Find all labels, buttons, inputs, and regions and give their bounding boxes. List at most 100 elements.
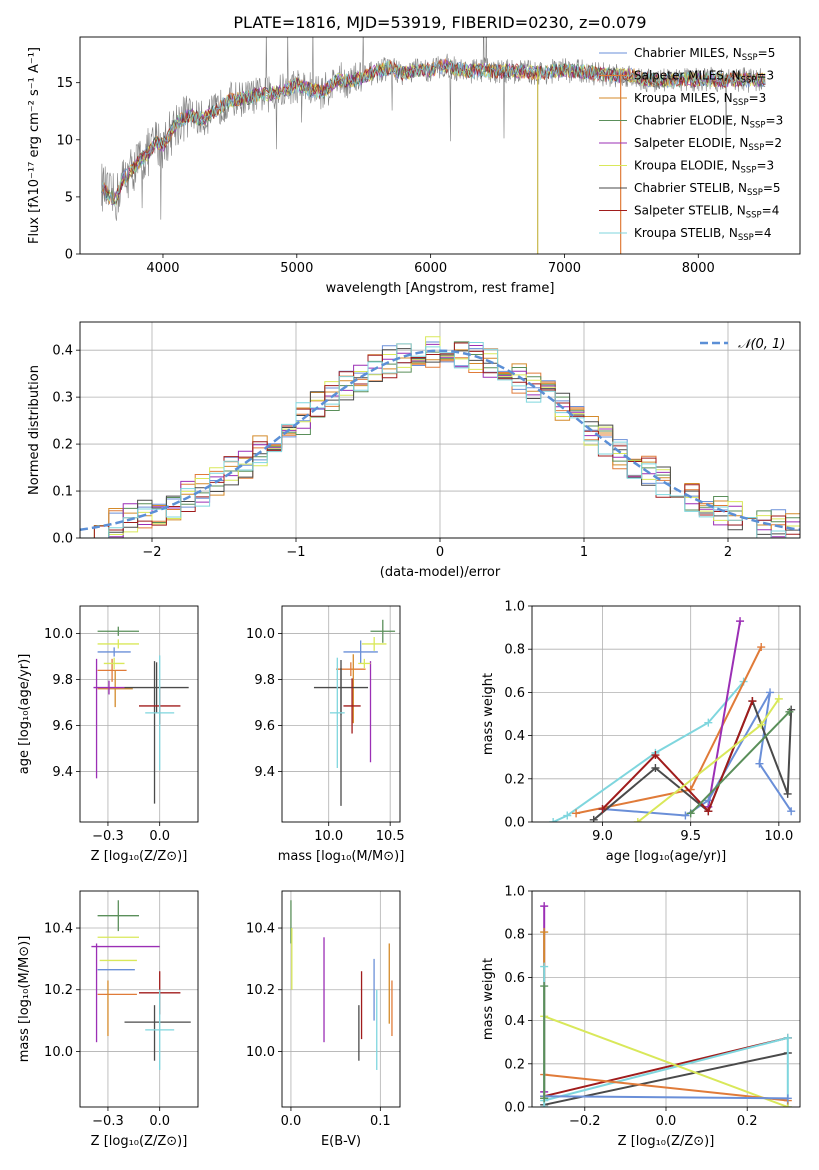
mass-weight-marker [549,818,558,822]
x-axis-label: age [log₁₀(age/yr)] [606,849,727,864]
axes-frame [531,605,801,823]
y-tick-label: 0.4 [52,344,73,359]
mass-weight-marker [774,694,783,703]
mass-weight-marker [563,811,572,820]
mass-weight-marker [540,1094,549,1103]
plot-area-residuals [80,336,800,538]
y-tick-label: 10.4 [246,922,275,937]
mass-weight-marker [755,759,764,768]
x-tick-label: 0 [436,545,444,560]
panel-mass_weight_vs_age: 9.0 9.5 10.0 0.0 0.2 0.4 0.6 0.8 1.0 age [log₁₀(a… [481,600,801,864]
x-tick-label: 0.0 [149,1114,170,1129]
histogram-series [80,342,800,538]
spectrum-model-line [101,60,766,206]
y-tick-label: 0.0 [52,532,73,547]
plot-area-spectrum [101,37,766,254]
panel-age_vs_mass: 10.0 10.5 9.4 9.6 9.8 10.0 mass [log₁₀(M/M⊙)] [246,605,405,864]
x-tick-label: 2 [724,545,732,560]
mass-weight-marker [736,617,745,626]
plot-area-mass_weight_vs_age [549,617,796,822]
mass-weight-line [543,1015,789,1107]
y-axis-label: Flux [fλ10⁻¹⁷ erg cm⁻² s⁻¹ A⁻¹] [27,47,42,244]
x-tick-label: −0.3 [92,829,124,844]
y-tick-label: 10.0 [44,627,73,642]
y-tick-label: 9.6 [52,719,73,734]
mass-weight-marker [704,796,713,805]
mass-weight-marker [766,688,775,697]
mass-weight-marker [785,707,794,716]
y-tick-label: 0.2 [504,1057,525,1072]
panel-age_vs_Z: −0.3 0.0 9.4 9.6 9.8 10.0 Z [log₁₀(Z/Z⊙)] age [… [17,605,199,864]
y-tick-label: 0.2 [504,772,525,787]
mass-weight-line [707,620,742,808]
x-axis-label: Z [log₁₀(Z/Z⊙)] [91,849,188,864]
axes-frame [79,605,199,823]
mass-weight-line [544,1095,788,1100]
y-tick-label: 0.6 [504,686,525,701]
axes-frame [531,890,801,1108]
y-axis-label: mass [log₁₀(M/M⊙)] [17,936,32,1063]
legend-entry: Kroupa MILES, NSSP=3 [634,91,766,108]
y-tick-label: 0.8 [504,928,525,943]
plot-area-mass_vs_Z [91,900,191,1070]
x-axis-label: Z [log₁₀(Z/Z⊙)] [91,1134,188,1149]
y-tick-label: 0.2 [52,438,73,453]
y-tick-label: 10.4 [44,922,73,937]
mass-weight-marker [540,1103,549,1107]
mass-weight-marker [757,643,766,652]
panel-residuals: −2 −1 0 1 2 0.0 0.1 0.2 0.3 0.4 (data-model)/error… [27,321,801,580]
y-tick-label: 0.0 [504,816,525,831]
mass-weight-marker [783,1033,792,1042]
mass-weight-marker [704,718,713,727]
x-axis-label: E(B-V) [321,1134,361,1149]
axes-frame [281,605,401,823]
x-tick-label: −2 [142,545,161,560]
y-tick-label: 1.0 [504,600,525,615]
x-tick-label: 10.0 [314,829,343,844]
y-tick-label: 9.6 [254,719,275,734]
gaussian-curve [80,349,800,532]
y-axis-label: Normed distribution [27,365,42,495]
y-tick-label: 9.4 [254,765,275,780]
mass-weight-marker [540,902,549,911]
x-tick-label: 4000 [146,261,179,276]
legend-entry: Kroupa STELIB, NSSP=4 [634,226,772,243]
plot-area-mass_weight_vs_Z [540,902,792,1107]
y-tick-label: 5 [65,190,73,205]
y-tick-label: 10.0 [246,627,275,642]
mass-weight-marker [686,809,695,818]
y-tick-label: 10.0 [44,1045,73,1060]
mass-weight-marker [787,807,796,816]
axes-frame [79,321,801,539]
mass-weight-line [552,680,745,822]
y-tick-label: 15 [56,76,73,91]
mass-weight-line [544,1073,788,1102]
y-tick-label: 9.8 [254,673,275,688]
y-tick-label: 0.0 [504,1101,525,1116]
axes-frame [79,890,199,1108]
x-tick-label: 5000 [280,261,313,276]
mass-weight-marker [598,805,607,814]
mass-weight-marker [704,807,713,816]
mass-weight-marker [540,982,549,991]
figure-title: PLATE=1816, MJD=53919, FIBERID=0230, z=0… [233,13,646,32]
mass-weight-marker [651,751,660,760]
mass-weight-marker [540,962,549,971]
mass-weight-marker [651,764,660,772]
x-tick-label: 10.5 [376,829,405,844]
y-tick-label: 0.6 [504,971,525,986]
x-tick-label: 0.2 [737,1114,758,1129]
spectrum-legend: Chabrier MILES, NSSP=5 Salpeter MILES, NS… [599,46,783,243]
legend-entry: Chabrier MILES, NSSP=5 [634,46,775,63]
mass-weight-marker [572,809,581,818]
mass-weight-line [602,691,793,817]
panel-spectrum: 4000 5000 6000 7000 8000 0 5 10 15 wavelength [An… [27,36,801,296]
x-axis-label: wavelength [Angstrom, rest frame] [326,281,555,296]
y-tick-label: 9.4 [52,765,73,780]
axes-frame [79,36,801,255]
mass-weight-marker [783,1094,792,1103]
x-tick-label: −0.2 [569,1114,601,1129]
legend-entry: Salpeter ELODIE, NSSP=2 [634,136,782,153]
x-tick-label: 0.0 [656,1114,677,1129]
legend-entry: Kroupa ELODIE, NSSP=3 [634,159,774,176]
